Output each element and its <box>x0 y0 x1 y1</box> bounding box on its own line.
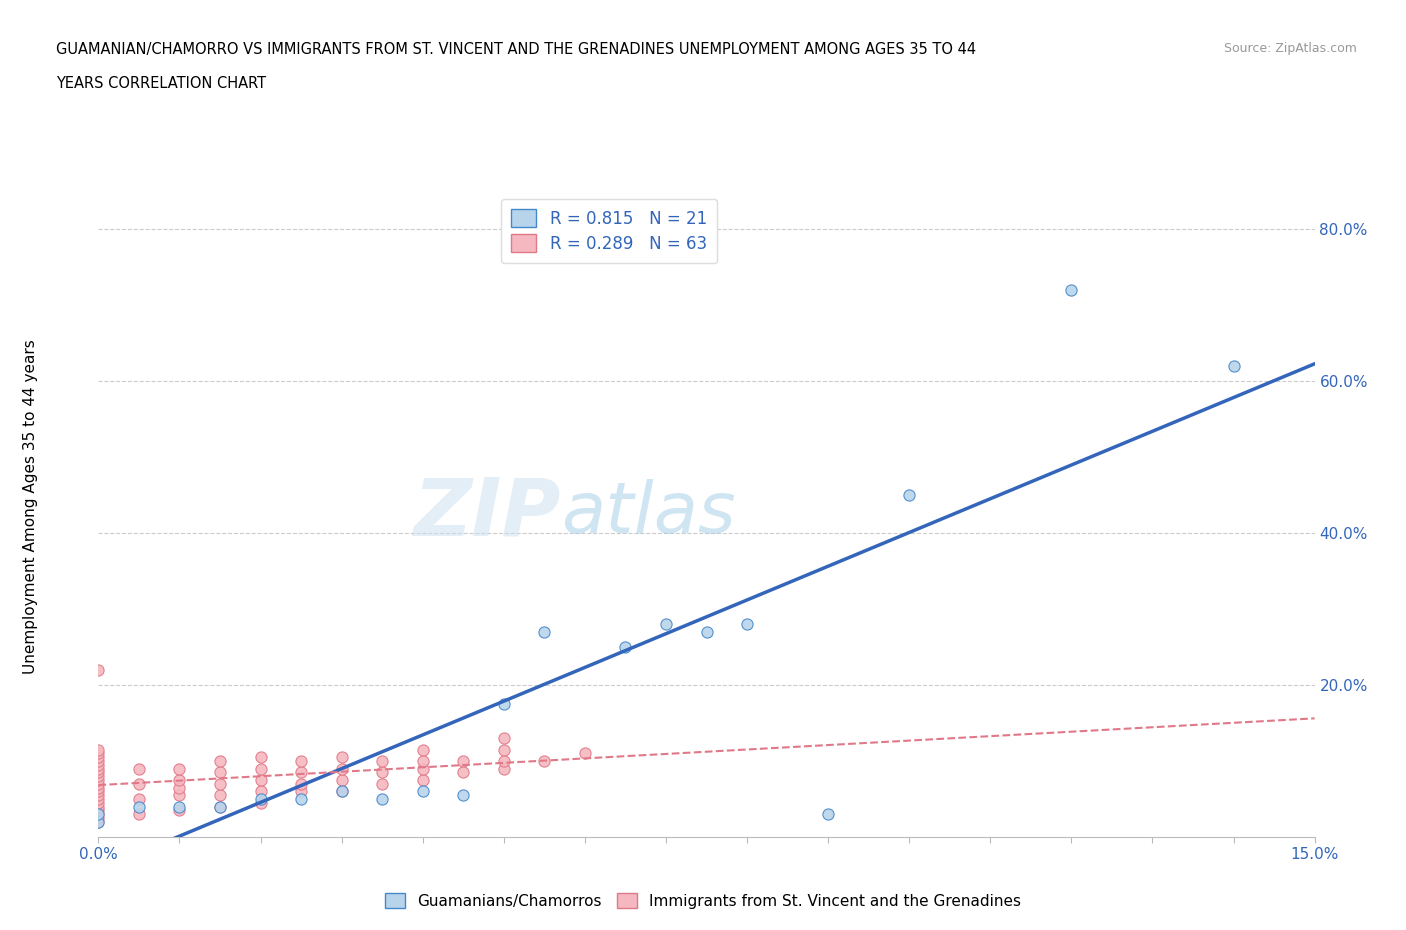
Point <box>87 777 110 791</box>
Point <box>249 784 271 799</box>
Point <box>209 799 232 814</box>
Point <box>128 799 150 814</box>
Point <box>87 811 110 826</box>
Point <box>492 742 515 757</box>
Point <box>533 753 555 768</box>
Point <box>87 742 110 757</box>
Point <box>87 799 110 814</box>
Point <box>209 788 232 803</box>
Point <box>169 780 191 795</box>
Point <box>330 784 353 799</box>
Text: YEARS CORRELATION CHART: YEARS CORRELATION CHART <box>56 76 266 91</box>
Point <box>412 753 434 768</box>
Point <box>128 761 150 776</box>
Point <box>371 753 394 768</box>
Point <box>87 662 110 677</box>
Point <box>87 791 110 806</box>
Point <box>492 731 515 746</box>
Point <box>696 624 718 639</box>
Point <box>330 750 353 764</box>
Legend: R = 0.815   N = 21, R = 0.289   N = 63: R = 0.815 N = 21, R = 0.289 N = 63 <box>502 199 717 263</box>
Point <box>87 746 110 761</box>
Point <box>87 780 110 795</box>
Point <box>87 806 110 821</box>
Point <box>87 795 110 810</box>
Point <box>128 791 150 806</box>
Point <box>290 764 312 779</box>
Point <box>412 761 434 776</box>
Point <box>169 773 191 788</box>
Point <box>128 806 150 821</box>
Point <box>533 624 555 639</box>
Point <box>453 753 475 768</box>
Point <box>87 773 110 788</box>
Point <box>1222 358 1244 373</box>
Point <box>87 769 110 784</box>
Point <box>453 788 475 803</box>
Point <box>290 791 312 806</box>
Point <box>169 803 191 817</box>
Point <box>87 815 110 830</box>
Point <box>249 791 271 806</box>
Point <box>249 773 271 788</box>
Point <box>249 750 271 764</box>
Point <box>412 742 434 757</box>
Point <box>169 761 191 776</box>
Point <box>290 753 312 768</box>
Point <box>330 773 353 788</box>
Point <box>330 761 353 776</box>
Text: GUAMANIAN/CHAMORRO VS IMMIGRANTS FROM ST. VINCENT AND THE GRENADINES UNEMPLOYMEN: GUAMANIAN/CHAMORRO VS IMMIGRANTS FROM ST… <box>56 42 976 57</box>
Point <box>453 764 475 779</box>
Text: ZIP: ZIP <box>413 475 561 552</box>
Point <box>169 788 191 803</box>
Point <box>817 806 839 821</box>
Point <box>87 806 110 821</box>
Point <box>574 746 596 761</box>
Point <box>209 753 232 768</box>
Legend: Guamanians/Chamorros, Immigrants from St. Vincent and the Grenadines: Guamanians/Chamorros, Immigrants from St… <box>378 887 1028 915</box>
Text: Source: ZipAtlas.com: Source: ZipAtlas.com <box>1223 42 1357 55</box>
Text: atlas: atlas <box>561 479 735 549</box>
Point <box>492 697 515 711</box>
Point <box>735 617 758 631</box>
Point <box>87 761 110 776</box>
Text: Unemployment Among Ages 35 to 44 years: Unemployment Among Ages 35 to 44 years <box>24 339 38 674</box>
Point <box>290 784 312 799</box>
Point <box>371 764 394 779</box>
Point <box>87 784 110 799</box>
Point <box>209 764 232 779</box>
Point <box>330 784 353 799</box>
Point <box>249 761 271 776</box>
Point <box>87 753 110 768</box>
Point <box>412 784 434 799</box>
Point <box>412 773 434 788</box>
Point <box>209 777 232 791</box>
Point <box>290 777 312 791</box>
Point <box>655 617 678 631</box>
Point <box>87 764 110 779</box>
Point <box>1060 282 1083 297</box>
Point <box>371 791 394 806</box>
Point <box>371 777 394 791</box>
Point <box>249 795 271 810</box>
Point <box>87 788 110 803</box>
Point <box>492 753 515 768</box>
Point <box>87 757 110 772</box>
Point <box>614 640 637 655</box>
Point <box>128 777 150 791</box>
Point <box>87 803 110 817</box>
Point <box>87 750 110 764</box>
Point <box>492 761 515 776</box>
Point <box>87 815 110 830</box>
Point <box>898 487 921 502</box>
Point <box>169 799 191 814</box>
Point <box>209 799 232 814</box>
